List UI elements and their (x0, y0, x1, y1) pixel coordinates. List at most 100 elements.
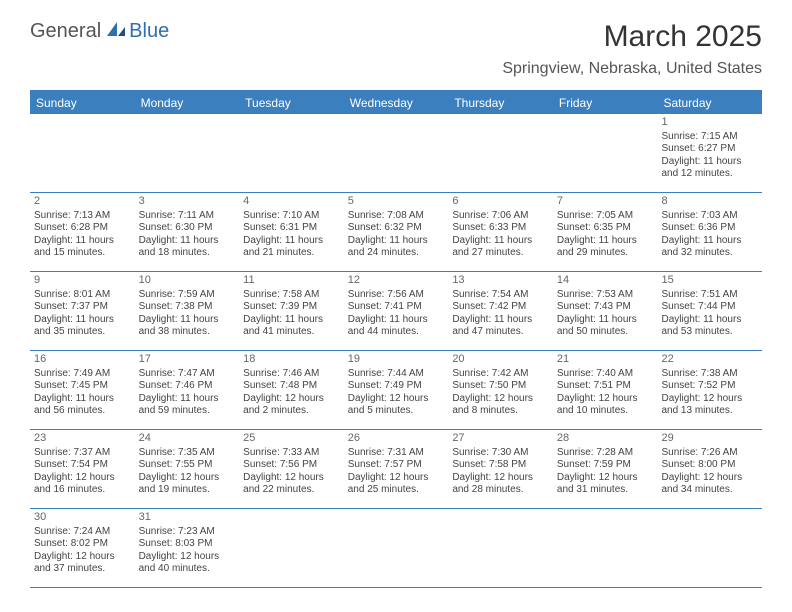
empty-cell (30, 114, 135, 192)
sunrise-text: Sunrise: 7:33 AM (243, 447, 340, 460)
sunset-text: Sunset: 7:50 PM (452, 380, 549, 393)
sunset-text: Sunset: 6:36 PM (661, 222, 758, 235)
sunset-text: Sunset: 7:55 PM (139, 459, 236, 472)
calendar-week-row: 23Sunrise: 7:37 AMSunset: 7:54 PMDayligh… (30, 430, 762, 509)
daylight-text: Daylight: 12 hours and 34 minutes. (661, 472, 758, 497)
day-cell: 15Sunrise: 7:51 AMSunset: 7:44 PMDayligh… (657, 272, 762, 350)
weekday-header: Monday (135, 92, 240, 114)
daylight-text: Daylight: 11 hours and 56 minutes. (34, 393, 131, 418)
day-cell: 9Sunrise: 8:01 AMSunset: 7:37 PMDaylight… (30, 272, 135, 350)
day-number: 6 (452, 195, 549, 209)
empty-cell (448, 114, 553, 192)
sunset-text: Sunset: 7:49 PM (348, 380, 445, 393)
day-cell: 25Sunrise: 7:33 AMSunset: 7:56 PMDayligh… (239, 430, 344, 508)
day-cell: 22Sunrise: 7:38 AMSunset: 7:52 PMDayligh… (657, 351, 762, 429)
day-number: 10 (139, 274, 236, 288)
daylight-text: Daylight: 11 hours and 44 minutes. (348, 314, 445, 339)
weekday-header-row: SundayMondayTuesdayWednesdayThursdayFrid… (30, 92, 762, 114)
day-cell: 28Sunrise: 7:28 AMSunset: 7:59 PMDayligh… (553, 430, 658, 508)
empty-cell (135, 114, 240, 192)
sunset-text: Sunset: 6:33 PM (452, 222, 549, 235)
day-number: 30 (34, 511, 131, 525)
day-cell: 3Sunrise: 7:11 AMSunset: 6:30 PMDaylight… (135, 193, 240, 271)
location-text: Springview, Nebraska, United States (502, 60, 762, 78)
day-number: 9 (34, 274, 131, 288)
day-cell: 18Sunrise: 7:46 AMSunset: 7:48 PMDayligh… (239, 351, 344, 429)
sunrise-text: Sunrise: 7:30 AM (452, 447, 549, 460)
sunset-text: Sunset: 7:44 PM (661, 301, 758, 314)
day-cell: 2Sunrise: 7:13 AMSunset: 6:28 PMDaylight… (30, 193, 135, 271)
day-cell: 31Sunrise: 7:23 AMSunset: 8:03 PMDayligh… (135, 509, 240, 587)
daylight-text: Daylight: 11 hours and 24 minutes. (348, 235, 445, 260)
day-number: 29 (661, 432, 758, 446)
day-cell: 11Sunrise: 7:58 AMSunset: 7:39 PMDayligh… (239, 272, 344, 350)
empty-cell (553, 114, 658, 192)
day-cell: 6Sunrise: 7:06 AMSunset: 6:33 PMDaylight… (448, 193, 553, 271)
day-cell: 23Sunrise: 7:37 AMSunset: 7:54 PMDayligh… (30, 430, 135, 508)
sunrise-text: Sunrise: 7:05 AM (557, 210, 654, 223)
sunrise-text: Sunrise: 7:28 AM (557, 447, 654, 460)
empty-cell (239, 509, 344, 587)
sunset-text: Sunset: 6:32 PM (348, 222, 445, 235)
sunset-text: Sunset: 6:31 PM (243, 222, 340, 235)
sunrise-text: Sunrise: 7:31 AM (348, 447, 445, 460)
daylight-text: Daylight: 12 hours and 31 minutes. (557, 472, 654, 497)
calendar-grid: 1Sunrise: 7:15 AMSunset: 6:27 PMDaylight… (30, 114, 762, 588)
sunrise-text: Sunrise: 7:54 AM (452, 289, 549, 302)
sunset-text: Sunset: 8:02 PM (34, 538, 131, 551)
day-number: 19 (348, 353, 445, 367)
sunrise-text: Sunrise: 7:58 AM (243, 289, 340, 302)
calendar-week-row: 2Sunrise: 7:13 AMSunset: 6:28 PMDaylight… (30, 193, 762, 272)
day-number: 7 (557, 195, 654, 209)
sunrise-text: Sunrise: 7:53 AM (557, 289, 654, 302)
sunset-text: Sunset: 7:54 PM (34, 459, 131, 472)
sunset-text: Sunset: 7:57 PM (348, 459, 445, 472)
daylight-text: Daylight: 11 hours and 35 minutes. (34, 314, 131, 339)
day-number: 15 (661, 274, 758, 288)
sunrise-text: Sunrise: 7:59 AM (139, 289, 236, 302)
sunset-text: Sunset: 7:48 PM (243, 380, 340, 393)
daylight-text: Daylight: 11 hours and 59 minutes. (139, 393, 236, 418)
daylight-text: Daylight: 11 hours and 15 minutes. (34, 235, 131, 260)
sunrise-text: Sunrise: 7:08 AM (348, 210, 445, 223)
daylight-text: Daylight: 12 hours and 28 minutes. (452, 472, 549, 497)
empty-cell (344, 509, 449, 587)
day-number: 13 (452, 274, 549, 288)
sunset-text: Sunset: 7:45 PM (34, 380, 131, 393)
day-number: 14 (557, 274, 654, 288)
title-block: March 2025 Springview, Nebraska, United … (502, 20, 762, 78)
sunrise-text: Sunrise: 8:01 AM (34, 289, 131, 302)
sunset-text: Sunset: 6:30 PM (139, 222, 236, 235)
day-cell: 24Sunrise: 7:35 AMSunset: 7:55 PMDayligh… (135, 430, 240, 508)
daylight-text: Daylight: 11 hours and 50 minutes. (557, 314, 654, 339)
day-cell: 10Sunrise: 7:59 AMSunset: 7:38 PMDayligh… (135, 272, 240, 350)
sunset-text: Sunset: 7:43 PM (557, 301, 654, 314)
calendar: SundayMondayTuesdayWednesdayThursdayFrid… (30, 90, 762, 588)
day-cell: 16Sunrise: 7:49 AMSunset: 7:45 PMDayligh… (30, 351, 135, 429)
sunset-text: Sunset: 7:39 PM (243, 301, 340, 314)
sunrise-text: Sunrise: 7:46 AM (243, 368, 340, 381)
day-cell: 20Sunrise: 7:42 AMSunset: 7:50 PMDayligh… (448, 351, 553, 429)
daylight-text: Daylight: 11 hours and 21 minutes. (243, 235, 340, 260)
sunrise-text: Sunrise: 7:40 AM (557, 368, 654, 381)
day-cell: 12Sunrise: 7:56 AMSunset: 7:41 PMDayligh… (344, 272, 449, 350)
page-title: March 2025 (502, 20, 762, 54)
day-cell: 1Sunrise: 7:15 AMSunset: 6:27 PMDaylight… (657, 114, 762, 192)
day-number: 24 (139, 432, 236, 446)
day-cell: 5Sunrise: 7:08 AMSunset: 6:32 PMDaylight… (344, 193, 449, 271)
daylight-text: Daylight: 11 hours and 41 minutes. (243, 314, 340, 339)
sunset-text: Sunset: 7:46 PM (139, 380, 236, 393)
day-number: 11 (243, 274, 340, 288)
day-number: 27 (452, 432, 549, 446)
day-number: 31 (139, 511, 236, 525)
empty-cell (553, 509, 658, 587)
logo-text-general: General (30, 20, 101, 43)
day-cell: 21Sunrise: 7:40 AMSunset: 7:51 PMDayligh… (553, 351, 658, 429)
calendar-week-row: 16Sunrise: 7:49 AMSunset: 7:45 PMDayligh… (30, 351, 762, 430)
empty-cell (448, 509, 553, 587)
day-number: 8 (661, 195, 758, 209)
day-number: 4 (243, 195, 340, 209)
sunrise-text: Sunrise: 7:38 AM (661, 368, 758, 381)
sunrise-text: Sunrise: 7:44 AM (348, 368, 445, 381)
empty-cell (239, 114, 344, 192)
